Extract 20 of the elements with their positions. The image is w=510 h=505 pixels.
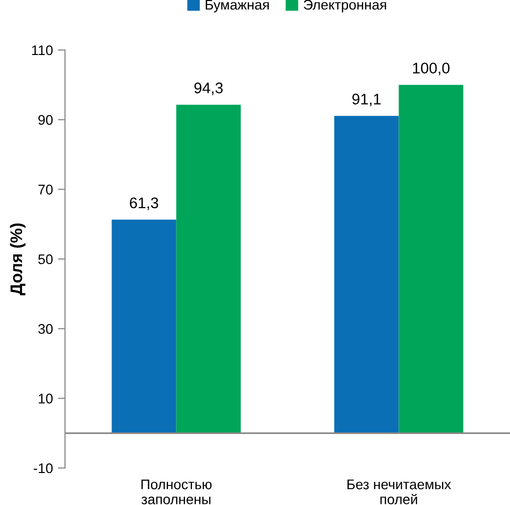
bar — [176, 104, 241, 434]
y-tick-label: 30 — [38, 324, 53, 334]
y-tick-label: 50 — [38, 254, 53, 264]
legend-label: Электронная — [304, 0, 386, 12]
y-axis-title: Доля (%) — [10, 223, 26, 296]
bar — [112, 220, 176, 434]
x-tick-label: Без нечитаемых полей — [347, 480, 452, 504]
data-label: 61,3 — [130, 197, 158, 210]
x-tick-label: Полностью заполнены — [141, 480, 212, 504]
y-tick-label: 70 — [38, 184, 53, 195]
y-tick-label: 110 — [32, 45, 53, 56]
bar — [334, 116, 399, 434]
y-tick-label: -10 — [34, 463, 53, 474]
legend-label: Бумажная — [206, 0, 269, 12]
y-tick-label: 90 — [38, 115, 53, 125]
bar — [398, 84, 464, 434]
data-label: 94,3 — [194, 82, 223, 96]
y-tick-label: 10 — [38, 394, 53, 404]
data-label: 91,1 — [352, 94, 381, 106]
data-label: 100,0 — [413, 62, 450, 76]
